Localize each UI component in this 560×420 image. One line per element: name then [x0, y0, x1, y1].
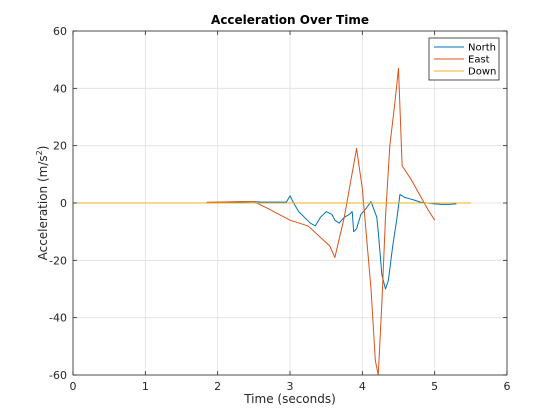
x-tick-label: 5 — [431, 380, 438, 393]
y-axis-title: Acceleration (m/s2) — [35, 146, 50, 261]
axis-ticks — [72, 30, 508, 376]
series-line-north — [206, 193, 457, 290]
y-tick-label: 40 — [53, 82, 67, 95]
y-tick-label: -20 — [49, 254, 67, 267]
x-tick-label: 3 — [287, 380, 294, 393]
legend-label-north: North — [468, 43, 496, 54]
x-axis-title: Time (seconds) — [243, 392, 336, 406]
x-tick-label: 4 — [359, 380, 366, 393]
y-axis-title-end: ) — [36, 146, 50, 151]
x-tick-label: 1 — [142, 380, 149, 393]
y-tick-label: -40 — [49, 312, 67, 325]
tick-labels: 0 1 2 3 4 5 6 -60 -40 -20 0 20 40 60 — [49, 25, 510, 393]
series-line-east — [206, 67, 436, 375]
y-tick-label: 0 — [60, 197, 67, 210]
legend-label-east: East — [468, 55, 490, 66]
x-tick-label: 0 — [70, 380, 77, 393]
y-axis-title-base: Acceleration (m/s — [36, 155, 50, 260]
y-axis-title-superscript: 2 — [35, 150, 44, 155]
legend: North East Down — [428, 37, 500, 81]
legend-label-down: Down — [468, 67, 496, 78]
x-tick-label: 2 — [214, 380, 221, 393]
y-tick-label: 60 — [53, 25, 67, 38]
y-tick-label: 20 — [53, 140, 67, 153]
y-tick-label: -60 — [49, 369, 67, 382]
chart-title: Acceleration Over Time — [211, 13, 369, 27]
series-layer — [73, 67, 471, 375]
x-tick-label: 6 — [504, 380, 511, 393]
